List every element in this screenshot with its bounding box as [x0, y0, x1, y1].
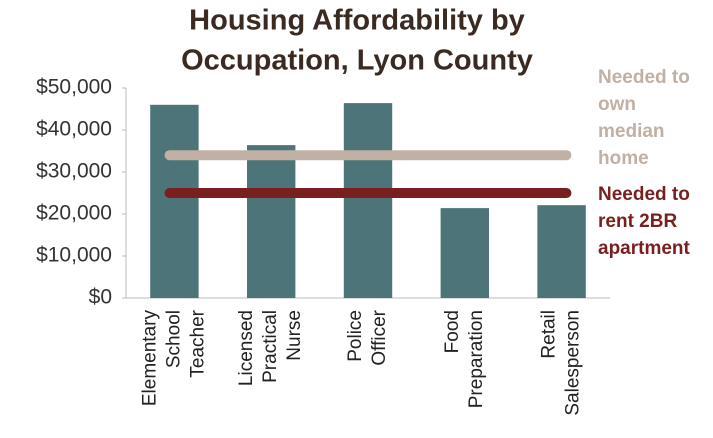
bar: [150, 104, 199, 298]
legend-label: own: [598, 94, 636, 115]
y-tick-label: $10,000: [36, 244, 112, 267]
x-tick-label: Nurse: [284, 310, 305, 361]
legend-label: Needed to: [598, 184, 690, 205]
x-tick-label: Retail: [539, 310, 560, 359]
y-tick-label: $30,000: [36, 160, 112, 183]
x-tick-label: Salesperson: [563, 310, 584, 416]
x-tick-label: Officer: [369, 309, 390, 365]
chart-title: Occupation, Lyon County: [181, 45, 533, 77]
bar: [537, 205, 586, 298]
legend-label: Needed to: [598, 67, 690, 88]
x-tick-label: Licensed: [236, 310, 257, 386]
x-tick-label: School: [163, 310, 184, 368]
y-tick-label: $20,000: [36, 202, 112, 225]
x-tick-label: Preparation: [466, 310, 487, 408]
x-tick-label: Teacher: [187, 309, 208, 377]
bar: [440, 208, 489, 298]
legend-label: rent 2BR: [598, 211, 677, 232]
y-tick-label: $0: [89, 286, 112, 309]
x-tick-label: Police: [345, 310, 366, 362]
legend-label: median: [598, 121, 665, 142]
x-tick-label: Practical: [260, 310, 281, 383]
legend-label: apartment: [598, 238, 691, 259]
bar: [343, 103, 393, 299]
x-tick-label: Food: [442, 310, 463, 353]
y-tick-label: $50,000: [36, 76, 112, 99]
bar: [247, 145, 296, 298]
x-tick-label: Elementary: [139, 310, 160, 407]
legend-label: home: [598, 148, 649, 169]
y-tick-label: $40,000: [36, 118, 112, 141]
chart-title: Housing Affordability by: [189, 5, 525, 37]
